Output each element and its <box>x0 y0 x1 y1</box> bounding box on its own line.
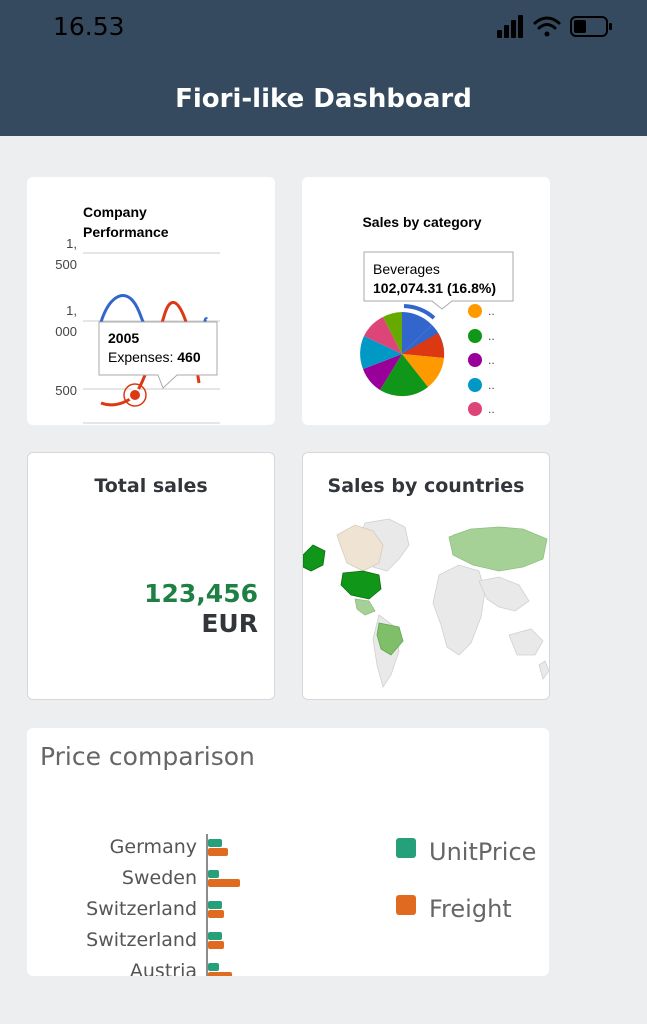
company-performance-chart: Company Performance 1, 500 1, 000 500 20… <box>55 204 220 424</box>
tooltip-category: Beverages <box>373 261 440 277</box>
tooltip-label: Expenses: <box>108 349 173 365</box>
bar-unitprice[interactable] <box>208 901 222 909</box>
legend-dot <box>468 402 482 416</box>
pie-slice <box>402 333 445 358</box>
legend-item: .. <box>488 353 495 367</box>
pie-legend: .. .. .. .. .. <box>468 304 495 416</box>
app-header: 16.53 Fiori-like Dashboard <box>0 0 647 136</box>
chart-title-line1: Company <box>83 204 147 220</box>
bar-category-label: Switzerland <box>86 898 197 920</box>
bar-freight[interactable] <box>208 941 224 949</box>
bar-category-label: Austria <box>129 960 197 976</box>
y-tick-1500b: 500 <box>55 257 77 272</box>
total-sales-card[interactable]: Total sales 123,456 EUR <box>27 452 275 700</box>
battery-icon <box>570 16 612 37</box>
pie-chart <box>360 304 445 397</box>
company-performance-card[interactable]: Company Performance 1, 500 1, 000 500 20… <box>27 177 275 425</box>
total-sales-unit: EUR <box>201 609 258 638</box>
highlight-point <box>128 388 142 402</box>
bar-freight[interactable] <box>208 879 240 887</box>
tooltip-amount: 102,074.31 (16.8%) <box>373 280 496 296</box>
highlight-ring <box>123 383 147 407</box>
price-comparison-bars <box>206 834 240 976</box>
page-title: Fiori-like Dashboard <box>175 84 472 114</box>
map-region-russia <box>448 526 548 572</box>
y-tick-1500a: 1, <box>66 236 77 251</box>
chart-title-line2: Performance <box>83 224 169 240</box>
bar-category-label: Germany <box>109 836 197 858</box>
cellular-signal-icon <box>497 15 523 38</box>
wifi-icon <box>533 16 561 37</box>
y-tick-500: 500 <box>55 383 77 398</box>
sales-by-countries-card[interactable]: Sales by countries <box>302 452 550 700</box>
y-tick-1000b: 000 <box>55 324 77 339</box>
bar-category-label: Switzerland <box>86 929 197 951</box>
map-region-canada <box>336 524 384 572</box>
map-region-mexico <box>354 598 376 616</box>
bar-unitprice[interactable] <box>208 870 219 878</box>
pie-slice <box>364 317 402 354</box>
sales-by-category-card[interactable]: Sales by category .. .. .. .. .. <box>302 177 550 425</box>
pie-slice <box>363 354 402 390</box>
sales-by-countries-title: Sales by countries <box>327 475 525 497</box>
map-region-alaska <box>303 544 326 572</box>
chart-title: Sales by category <box>362 214 481 230</box>
total-sales-title: Total sales <box>94 475 208 497</box>
pie-tooltip: Beverages 102,074.31 (16.8%) <box>363 251 514 310</box>
legend-item: .. <box>488 402 495 416</box>
bar-freight[interactable] <box>208 972 232 976</box>
legend-item: .. <box>488 304 495 318</box>
tooltip-value: 460 <box>177 349 201 365</box>
legend-dot <box>468 329 482 343</box>
pie-slice <box>402 312 432 354</box>
pie-slice <box>383 312 402 354</box>
pie-slice <box>402 354 444 387</box>
legend-label-unitprice: UnitPrice <box>429 838 537 866</box>
total-sales-value: 123,456 <box>144 579 258 608</box>
bar-unitprice[interactable] <box>208 932 222 940</box>
chart-tooltip: 2005 Expenses: 460 <box>98 321 218 389</box>
pie-selection-arc <box>403 304 436 320</box>
legend-item: .. <box>488 329 495 343</box>
pie-slice <box>360 336 402 369</box>
legend-swatch-freight <box>396 895 416 915</box>
map-region-south-asia <box>478 576 530 612</box>
bar-freight[interactable] <box>208 848 228 856</box>
map-region-usa <box>340 570 382 600</box>
svg-text:Expenses: 460: Expenses: 460 <box>108 349 201 365</box>
bar-freight[interactable] <box>208 910 224 918</box>
series-line-sales <box>99 294 150 326</box>
y-tick-1000a: 1, <box>66 303 77 318</box>
map-region-africa <box>432 564 486 656</box>
legend-item: .. <box>488 378 495 392</box>
status-time: 16.53 <box>53 12 125 41</box>
legend-dot <box>468 304 482 318</box>
world-map <box>303 518 549 688</box>
tooltip-year: 2005 <box>108 330 139 346</box>
sales-by-category-chart: Sales by category .. .. .. .. .. <box>360 214 514 416</box>
bar-unitprice[interactable] <box>208 963 219 971</box>
map-region-brazil <box>376 622 404 656</box>
bar-unitprice[interactable] <box>208 839 222 847</box>
price-comparison-title: Price comparison <box>40 742 255 771</box>
legend-dot <box>468 378 482 392</box>
legend-dot <box>468 353 482 367</box>
status-icons <box>497 15 612 38</box>
bar-category-label: Sweden <box>121 867 197 889</box>
pie-slice <box>380 354 428 397</box>
map-region-australia <box>508 628 544 656</box>
legend-label-freight: Freight <box>429 895 512 923</box>
legend-swatch-unitprice <box>396 838 416 858</box>
map-region-islands <box>538 660 549 680</box>
price-comparison-card[interactable]: Price comparison Germany Sweden Switzerl… <box>27 728 549 976</box>
